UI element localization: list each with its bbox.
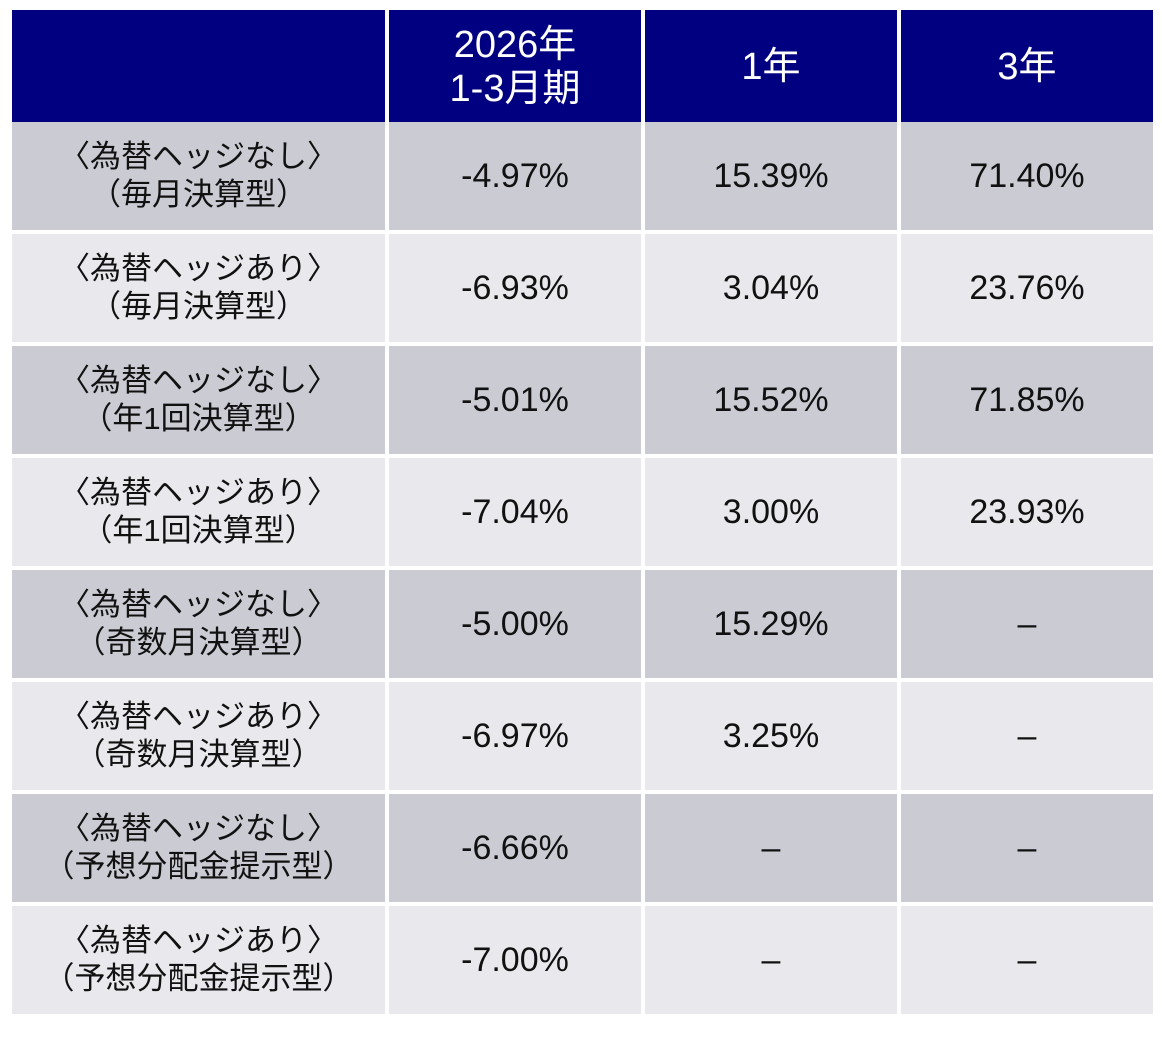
hedge-label: 〈為替ヘッジなし〉: [59, 139, 338, 174]
settlement-label: （毎月決算型）: [90, 177, 307, 212]
hedge-label: 〈為替ヘッジあり〉: [59, 923, 338, 958]
return-quarter: -6.66%: [389, 794, 641, 906]
return-1year: 3.25%: [645, 682, 897, 794]
return-1year: 15.39%: [645, 122, 897, 234]
return-1year: 15.52%: [645, 346, 897, 458]
hedge-label: 〈為替ヘッジあり〉: [59, 251, 338, 286]
fund-label: 〈為替ヘッジあり〉 （奇数月決算型）: [12, 682, 385, 794]
header-period-1year: 1年: [645, 10, 897, 128]
hedge-label: 〈為替ヘッジなし〉: [59, 587, 338, 622]
return-3year: –: [901, 682, 1153, 794]
return-quarter: -6.97%: [389, 682, 641, 794]
return-3year: 71.40%: [901, 122, 1153, 234]
return-1year: 3.04%: [645, 234, 897, 346]
settlement-label: （予想分配金提示型）: [43, 849, 354, 884]
return-3year: –: [901, 794, 1153, 906]
fund-label: 〈為替ヘッジなし〉 （毎月決算型）: [12, 122, 385, 234]
hedge-label: 〈為替ヘッジなし〉: [59, 363, 338, 398]
hedge-label: 〈為替ヘッジあり〉: [59, 699, 338, 734]
return-1year: 3.00%: [645, 458, 897, 570]
return-3year: –: [901, 906, 1153, 1018]
return-quarter: -5.01%: [389, 346, 641, 458]
header-period-quarter-line1: 2026年: [453, 24, 577, 66]
return-3year: 71.85%: [901, 346, 1153, 458]
settlement-label: （予想分配金提示型）: [43, 961, 354, 996]
hedge-label: 〈為替ヘッジあり〉: [59, 475, 338, 510]
header-period-3year: 3年: [901, 10, 1153, 128]
fund-label: 〈為替ヘッジなし〉 （奇数月決算型）: [12, 570, 385, 682]
return-1year: –: [645, 906, 897, 1018]
return-quarter: -6.93%: [389, 234, 641, 346]
fund-label: 〈為替ヘッジなし〉 （年1回決算型）: [12, 346, 385, 458]
settlement-label: （毎月決算型）: [90, 289, 307, 324]
settlement-label: （奇数月決算型）: [74, 737, 323, 772]
header-period-quarter-line2: 1-3月期: [449, 68, 581, 110]
settlement-label: （奇数月決算型）: [74, 625, 323, 660]
fund-label: 〈為替ヘッジあり〉 （年1回決算型）: [12, 458, 385, 570]
return-quarter: -7.00%: [389, 906, 641, 1018]
header-period-quarter: 2026年 1-3月期: [389, 10, 641, 128]
return-3year: 23.93%: [901, 458, 1153, 570]
settlement-label: （年1回決算型）: [81, 401, 316, 436]
return-1year: –: [645, 794, 897, 906]
return-quarter: -7.04%: [389, 458, 641, 570]
fund-label: 〈為替ヘッジなし〉 （予想分配金提示型）: [12, 794, 385, 906]
fund-label: 〈為替ヘッジあり〉 （毎月決算型）: [12, 234, 385, 346]
settlement-label: （年1回決算型）: [81, 513, 316, 548]
return-3year: –: [901, 570, 1153, 682]
hedge-label: 〈為替ヘッジなし〉: [59, 811, 338, 846]
performance-table: 2026年 1-3月期 1年 3年 〈為替ヘッジなし〉 （毎月決算型） -4.9…: [12, 10, 1153, 1018]
fund-label: 〈為替ヘッジあり〉 （予想分配金提示型）: [12, 906, 385, 1018]
return-1year: 15.29%: [645, 570, 897, 682]
return-quarter: -4.97%: [389, 122, 641, 234]
header-empty-cell: [12, 10, 385, 128]
return-3year: 23.76%: [901, 234, 1153, 346]
return-quarter: -5.00%: [389, 570, 641, 682]
